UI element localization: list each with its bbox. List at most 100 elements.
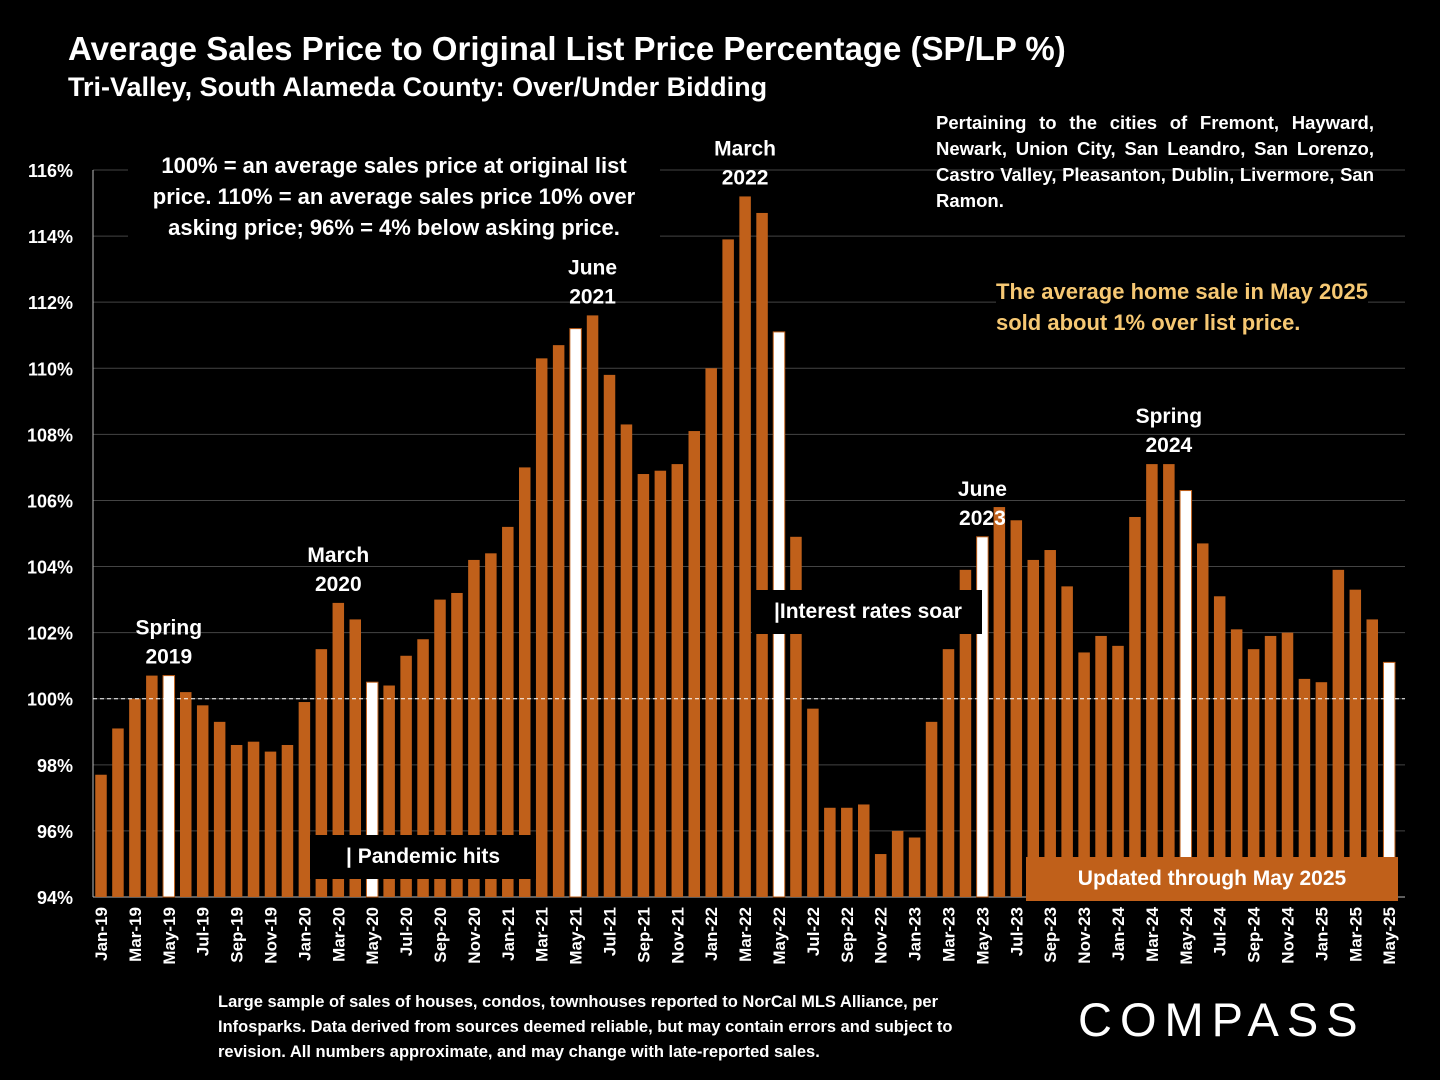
bar-Mar-19 [129, 698, 141, 897]
x-tick-label: Jul-22 [804, 907, 823, 956]
bar-Jun-23 [993, 507, 1006, 897]
bar-May-21 [569, 328, 582, 898]
x-tick-label: Mar-25 [1346, 907, 1365, 962]
bar-May-24 [1179, 490, 1193, 898]
pandemic-label: | Pandemic hits [310, 835, 536, 879]
bar-Jun-24 [1197, 543, 1209, 897]
bar-Aug-19 [213, 721, 226, 897]
bar-Sep-20 [434, 599, 446, 897]
bar-Apr-19 [146, 675, 158, 897]
bar-Mar-24 [1146, 464, 1158, 897]
y-tick-label: 110% [28, 359, 73, 379]
x-tick-label: Jan-23 [906, 907, 925, 961]
x-tick-label: May-23 [973, 907, 992, 965]
x-tick-label: Jan-19 [92, 907, 111, 961]
bar-Apr-21 [552, 345, 565, 898]
bar-Apr-23 [959, 569, 972, 897]
bar-Dec-24 [1298, 678, 1311, 897]
bar-Jul-19 [196, 705, 209, 897]
bar-Apr-22 [756, 212, 768, 897]
x-tick-label: Sep-22 [838, 907, 857, 963]
x-tick-label: Jul-19 [194, 907, 213, 956]
bar-Nov-21 [671, 464, 684, 897]
bar-Apr-24 [1163, 464, 1175, 897]
annotation-label: 2021 [569, 285, 616, 308]
bar-Feb-22 [722, 239, 734, 898]
x-tick-label: Mar-22 [736, 907, 755, 962]
y-tick-label: 116% [28, 161, 73, 181]
bar-Sep-24 [1247, 649, 1260, 897]
bar-Feb-21 [519, 467, 531, 897]
bar-Apr-25 [1366, 619, 1378, 897]
bar-Feb-19 [112, 728, 124, 897]
bar-Aug-23 [1027, 559, 1039, 897]
bar-Jul-22 [807, 708, 819, 897]
x-tick-label: Sep-19 [228, 907, 247, 963]
x-tick-label: May-24 [1177, 906, 1196, 964]
annotation-label: 2020 [315, 573, 362, 596]
bar-Feb-24 [1129, 516, 1141, 897]
chart-title: Average Sales Price to Original List Pri… [68, 30, 1066, 67]
annotation-label: March [307, 544, 369, 567]
bar-Apr-20 [349, 619, 361, 897]
x-tick-label: Sep-24 [1245, 906, 1264, 962]
x-tick-label: Jan-24 [1109, 906, 1128, 960]
bar-Jan-23 [908, 837, 921, 897]
x-tick-label: May-19 [160, 907, 179, 965]
bar-Mar-21 [535, 358, 548, 897]
bar-Feb-20 [315, 649, 328, 897]
bar-May-19 [162, 675, 176, 898]
bar-May-20 [365, 681, 379, 898]
x-tick-label: Nov-22 [872, 907, 891, 964]
bar-Oct-23 [1061, 586, 1073, 897]
annotation-label: 2023 [959, 507, 1006, 530]
annotation-label: 2024 [1145, 434, 1192, 457]
x-tick-label: Mar-21 [533, 907, 552, 962]
bar-Jul-24 [1213, 596, 1226, 897]
x-tick-label: Sep-21 [634, 907, 653, 963]
annotation-label: March [714, 137, 776, 160]
y-tick-label: 112% [28, 293, 73, 313]
percentage-explanation: 100% = an average sales price at origina… [128, 148, 660, 245]
bar-Oct-24 [1264, 635, 1277, 897]
annotation-label: Spring [1136, 405, 1203, 428]
bar-Aug-24 [1230, 629, 1243, 897]
cities-note: Pertaining to the cities of Fremont, Hay… [936, 112, 1374, 211]
bar-Dec-23 [1095, 635, 1107, 897]
bar-Dec-21 [688, 431, 700, 897]
bar-Aug-21 [620, 424, 633, 897]
x-tick-label: Sep-20 [431, 907, 450, 963]
bar-Jan-21 [502, 526, 514, 897]
y-tick-label: 94% [37, 888, 73, 908]
bar-Nov-22 [874, 854, 887, 897]
x-tick-label: Sep-23 [1041, 907, 1060, 963]
x-tick-label: Jul-20 [397, 907, 416, 956]
x-tick-label: Jan-21 [499, 907, 518, 961]
bar-Oct-20 [451, 592, 463, 897]
bar-Aug-20 [417, 639, 429, 897]
bar-Dec-19 [281, 744, 294, 897]
bar-Oct-22 [858, 804, 870, 897]
bar-Sep-19 [230, 744, 243, 897]
x-tick-label: Mar-24 [1143, 906, 1162, 961]
y-tick-label: 108% [27, 425, 73, 445]
bar-Dec-22 [891, 830, 904, 897]
updated-badge: Updated through May 2025 [1026, 857, 1398, 901]
bar-Nov-20 [468, 559, 480, 897]
x-tick-label: Mar-19 [126, 907, 145, 962]
bar-Jun-21 [586, 315, 599, 897]
x-tick-label: May-20 [363, 907, 382, 965]
x-tick-label: Mar-23 [940, 907, 959, 962]
interest-rates-label: |Interest rates soar [752, 590, 982, 634]
y-tick-label: 102% [27, 624, 73, 644]
x-tick-label: Jan-20 [295, 907, 314, 961]
bar-Jul-21 [603, 374, 616, 897]
y-tick-label: 96% [37, 822, 73, 842]
x-tick-label: Nov-21 [668, 907, 687, 964]
x-tick-label: May-25 [1380, 907, 1399, 965]
bar-Jun-19 [180, 692, 192, 897]
x-tick-label: Jul-23 [1007, 907, 1026, 956]
x-tick-label: Jan-22 [702, 907, 721, 961]
bar-May-23 [976, 536, 989, 898]
